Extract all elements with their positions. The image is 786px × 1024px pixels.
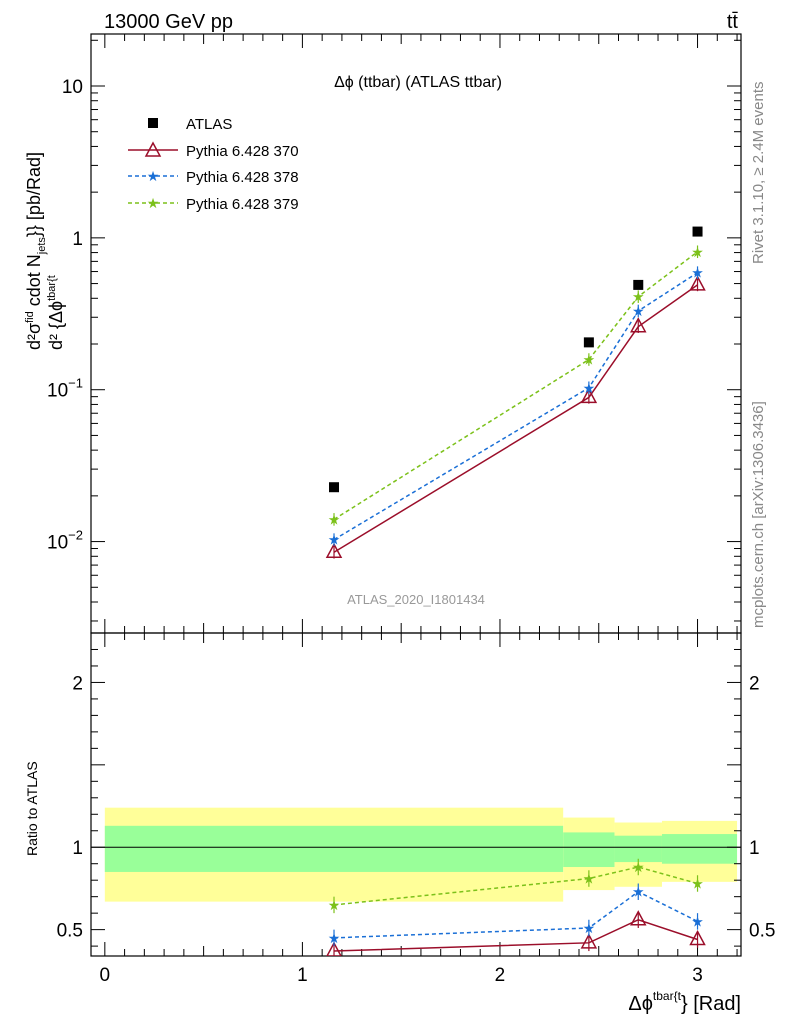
ratio-panel-frame — [90, 632, 742, 957]
ratio-y-tick-label-left: 1 — [72, 838, 83, 859]
legend-marker-379: ★ — [147, 195, 160, 211]
legend-marker-atlas — [148, 118, 158, 128]
y-label-part-2: fid — [24, 311, 36, 323]
ratio-378-marker: ★ — [691, 913, 704, 929]
ratio-370-marker — [689, 929, 706, 946]
atlas-data-point — [329, 482, 340, 493]
ratio-axes: 0 1 2 3 0.5 0.5 1 1 2 2 — [57, 633, 775, 986]
analysis-watermark: ATLAS_2020_I1801434 — [347, 592, 485, 607]
pythia-379-marker: ★ — [328, 511, 341, 527]
legend-marker-378: ★ — [147, 168, 160, 184]
pythia-378-marker: ★ — [328, 532, 341, 548]
x-label-part-3: } [Rad] — [681, 993, 741, 1015]
x-tick-label: 0 — [100, 965, 111, 986]
atlas-data-point — [633, 279, 644, 290]
y-label-part-1: d²σ — [24, 323, 44, 350]
pythia-370-marker — [630, 317, 647, 333]
ratio-379-marker: ★ — [632, 859, 645, 875]
ratio-y-tick-label-left: 2 — [72, 673, 83, 694]
legend: ATLAS Pythia 6.428 370 ★ Pythia 6.428 37… — [128, 116, 299, 213]
y-label-part-5: }} [pb/Rad] — [24, 152, 44, 237]
pythia-378-marker: ★ — [632, 303, 645, 319]
energy-label: 13000 GeV pp — [104, 11, 233, 33]
ratio-370-marker — [580, 933, 598, 949]
ratio-y-tick-label-left: 0.5 — [57, 921, 83, 942]
ratio-y-axis-label: Ratio to ATLAS — [24, 761, 40, 856]
ratio-series: ★ ★ ★ ★ ★ ★ ★ ★ — [326, 858, 706, 956]
pythia-370-marker — [689, 275, 706, 291]
pythia-370-marker — [325, 542, 343, 559]
mcplots-label: mcplots.cern.ch [arXiv:1306.3436] — [750, 401, 767, 628]
ratio-y-tick-label-right: 2 — [749, 673, 760, 694]
ratio-line-1 — [333, 890, 698, 939]
pythia-379-marker: ★ — [691, 244, 704, 260]
ratio-y-tick-label-right: 0.5 — [749, 921, 775, 942]
ratio-370-marker — [630, 910, 647, 926]
legend-label-atlas: ATLAS — [186, 116, 232, 133]
legend-marker-370 — [144, 141, 162, 157]
main-axes: 10−2 10−1 1 10 — [47, 34, 741, 633]
x-label-part-1: Δϕ — [628, 993, 653, 1015]
ratio-379-marker: ★ — [328, 897, 341, 913]
atlas-data-point — [583, 337, 594, 348]
ratio-line-0 — [333, 918, 698, 952]
ratio-band-green — [104, 825, 564, 872]
pythia-370-marker — [580, 387, 598, 404]
series-line-3 — [333, 251, 698, 521]
ratio-band-green — [563, 832, 615, 868]
main-y-axis-label-denominator: d² {Δϕtbar{t — [46, 275, 66, 350]
ratio-band-green — [614, 835, 662, 863]
legend-label-378: Pythia 6.428 378 — [186, 169, 299, 186]
rivet-label: Rivet 3.1.10, ≥ 2.4M events — [750, 82, 767, 265]
ratio-370-marker — [326, 941, 342, 956]
y-label-part-4: jets — [36, 237, 48, 256]
ratio-379-marker: ★ — [691, 875, 704, 891]
ratio-378-marker: ★ — [328, 930, 341, 946]
pythia-378-marker: ★ — [691, 265, 704, 281]
x-label-part-2: tbar{t — [653, 989, 682, 1003]
y-tick-label: 10−1 — [47, 376, 83, 402]
ratio-line-2 — [333, 866, 698, 906]
main-y-axis-label: d²σfid cdot Njets}} [pb/Rad] — [24, 152, 48, 350]
series-line-2 — [333, 272, 698, 541]
legend-label-379: Pythia 6.428 379 — [186, 196, 299, 213]
ratio-y-tick-label-right: 1 — [749, 838, 760, 859]
y-label-part-6: d² {Δϕ — [46, 301, 66, 350]
ratio-band-green — [661, 834, 738, 864]
y-tick-label: 10−2 — [47, 528, 83, 554]
y-tick-label: 1 — [72, 229, 83, 250]
main-series: ★★★★★★★★ — [325, 226, 706, 559]
pythia-379-marker: ★ — [583, 352, 596, 368]
y-label-part-3: cdot N — [24, 254, 44, 311]
y-label-part-7: tbar{t — [46, 275, 58, 301]
ratio-379-marker: ★ — [583, 871, 596, 887]
ratio-378-marker: ★ — [632, 884, 645, 900]
pythia-379-marker: ★ — [632, 289, 645, 305]
x-tick-label: 2 — [495, 965, 506, 986]
process-label: tt̄ — [727, 11, 739, 33]
pythia-378-marker: ★ — [583, 380, 596, 396]
x-axis-label: Δϕtbar{t} [Rad] — [628, 989, 741, 1015]
plot-title: Δϕ (ttbar) (ATLAS ttbar) — [334, 74, 502, 91]
y-tick-label: 10 — [62, 77, 83, 98]
x-tick-label: 3 — [692, 965, 703, 986]
legend-label-370: Pythia 6.428 370 — [186, 143, 299, 160]
x-tick-label: 1 — [297, 965, 308, 986]
ratio-378-marker: ★ — [583, 920, 596, 936]
series-line-1 — [333, 284, 698, 553]
atlas-data-point — [692, 226, 703, 237]
